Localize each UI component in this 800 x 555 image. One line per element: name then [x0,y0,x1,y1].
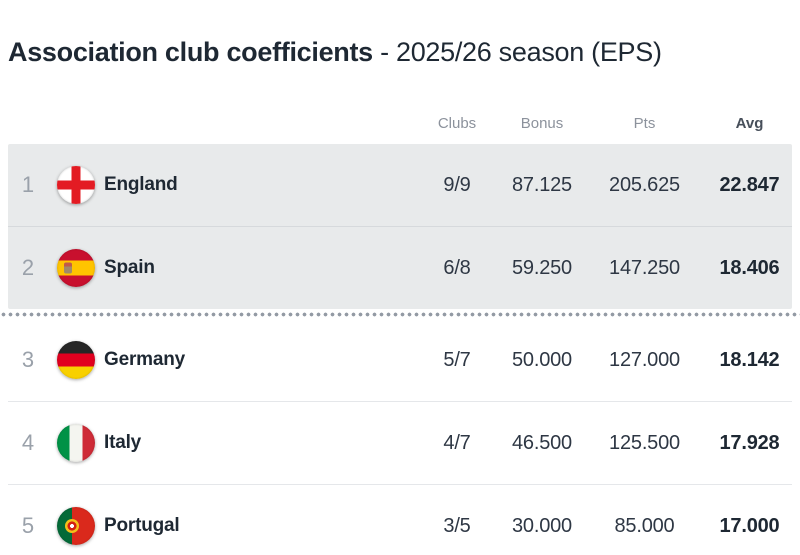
country-name: Germany [104,349,185,370]
clubs-value: 4/7 [443,431,471,454]
flag-cell [48,424,104,462]
spain-flag-icon [57,249,95,287]
flag-cell [48,507,104,545]
column-header-clubs: Clubs [437,114,477,132]
avg-value: 17.000 [719,514,780,537]
country-name: Portugal [104,515,180,536]
column-header-pts: Pts [633,114,656,132]
bonus-value: 30.000 [512,514,572,537]
germany-flag-icon [57,341,95,379]
rank-cell: 2 [21,255,35,280]
page-title: Association club coefficients - 2025/26 … [8,0,792,68]
country-name: Italy [104,432,142,453]
rank-cell: 1 [21,172,35,197]
column-header-avg: Avg [735,114,764,132]
pts-value: 127.000 [609,348,680,371]
england-flag-icon [57,166,95,204]
bonus-value: 50.000 [512,348,572,371]
rank-cell: 5 [21,513,35,538]
bonus-value: 46.500 [512,431,572,454]
row-divider [8,401,792,402]
qualified-rows-block: 1 England 9/9 87.125 205.625 22.847 2 Sp… [8,144,792,309]
flag-cell [48,249,104,287]
country-name: England [104,174,178,195]
clubs-value: 9/9 [443,173,471,196]
avg-value: 22.847 [719,173,780,196]
page-title-season: - 2025/26 season (EPS) [380,37,662,67]
table-row-italy[interactable]: 4 Italy 4/7 46.500 125.500 17.928 [8,402,792,484]
avg-value: 18.142 [719,348,780,371]
portugal-flag-icon [57,507,95,545]
rank-cell: 4 [21,430,35,455]
column-header-bonus: Bonus [520,114,564,132]
standings-table: Clubs Bonus Pts Avg 1 England 9/9 87.125… [0,108,800,555]
flag-cell [48,341,104,379]
flag-cell [48,166,104,204]
clubs-value: 5/7 [443,348,471,371]
row-divider [8,226,792,227]
table-row-spain[interactable]: 2 Spain 6/8 59.250 147.250 18.406 [8,227,792,309]
pts-value: 125.500 [609,431,680,454]
table-row-germany[interactable]: 3 Germany 5/7 50.000 127.000 18.142 [8,319,792,401]
italy-flag-icon [57,424,95,462]
pts-value: 205.625 [609,173,680,196]
qualification-cutoff-line [0,312,800,317]
avg-value: 18.406 [719,256,780,279]
table-row-portugal[interactable]: 5 Portugal 3/5 30.000 85.000 17.000 [8,485,792,555]
pts-value: 147.250 [609,256,680,279]
clubs-value: 6/8 [443,256,471,279]
avg-value: 17.928 [719,431,780,454]
bonus-value: 59.250 [512,256,572,279]
page-title-main: Association club coefficients [8,37,373,67]
clubs-value: 3/5 [443,514,471,537]
country-name: Spain [104,257,155,278]
pts-value: 85.000 [614,514,675,537]
row-divider [8,484,792,485]
table-row-england[interactable]: 1 England 9/9 87.125 205.625 22.847 [8,144,792,226]
bonus-value: 87.125 [512,173,572,196]
table-header: Clubs Bonus Pts Avg [8,108,792,138]
rank-cell: 3 [21,347,35,372]
